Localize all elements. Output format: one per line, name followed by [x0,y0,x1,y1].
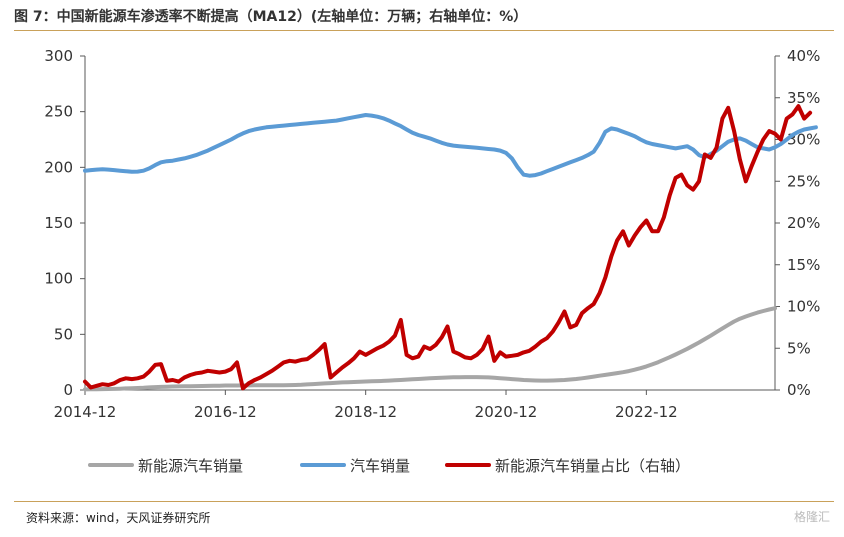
right-axis-tick-label: 15% [787,256,820,274]
legend-label-1: 汽车销量 [350,457,410,475]
chart-series [83,104,818,392]
left-axis-tick-label: 0 [63,381,73,399]
right-axis-tick-label: 5% [787,339,811,357]
watermark: 格隆汇 [793,510,830,524]
left-axis-tick-label: 200 [44,158,73,176]
x-axis-tick-label: 2022-12 [615,403,678,421]
chart-title: 图 7：中国新能源车渗透率不断提高（MA12）(左轴单位：万辆；右轴单位：%） [14,9,528,25]
right-axis-tick-label: 25% [787,172,820,190]
left-axis-tick-label: 100 [44,270,73,288]
right-axis-tick-label: 35% [787,89,820,107]
series-line-2 [83,104,813,391]
left-axis-tick-label: 250 [44,103,73,121]
title-divider [14,30,834,31]
legend-label-0: 新能源汽车销量 [138,457,243,475]
left-axis-tick-label: 150 [44,214,73,232]
left-axis-tick-label: 300 [44,47,73,65]
source-divider [14,501,834,502]
x-axis-tick-label: 2014-12 [54,403,117,421]
right-axis-tick-label: 20% [787,214,820,232]
source-note: 资料来源：wind，天风证券研究所 [26,511,211,525]
x-axis-tick-label: 2016-12 [194,403,257,421]
chart-axes: 0501001502002503000%5%10%15%20%25%30%35%… [44,47,820,421]
left-axis-tick-label: 50 [54,325,73,343]
chart-legend: 新能源汽车销量 汽车销量 新能源汽车销量占比（右轴） [88,457,690,475]
x-axis-tick-label: 2020-12 [475,403,538,421]
series-line-0 [83,306,777,392]
x-axis-tick-label: 2018-12 [334,403,397,421]
right-axis-tick-label: 0% [787,381,811,399]
line-chart: 0501001502002503000%5%10%15%20%25%30%35%… [44,47,820,475]
legend-label-2: 新能源汽车销量占比（右轴） [495,457,690,475]
right-axis-tick-label: 10% [787,298,820,316]
series-line-1 [83,113,818,178]
right-axis-tick-label: 40% [787,47,820,65]
